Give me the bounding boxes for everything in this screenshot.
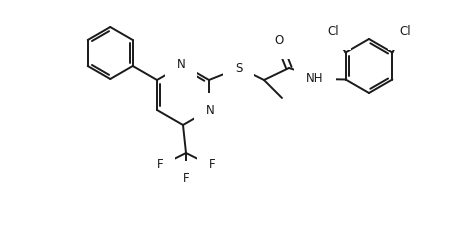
Text: F: F	[209, 159, 215, 172]
Text: N: N	[177, 58, 185, 70]
Text: F: F	[183, 173, 189, 185]
Text: Cl: Cl	[328, 25, 339, 38]
Text: S: S	[235, 61, 243, 74]
Text: NH: NH	[306, 71, 324, 84]
Text: O: O	[274, 35, 284, 48]
Text: N: N	[206, 104, 214, 118]
Text: Cl: Cl	[399, 25, 411, 38]
Text: F: F	[157, 159, 163, 172]
